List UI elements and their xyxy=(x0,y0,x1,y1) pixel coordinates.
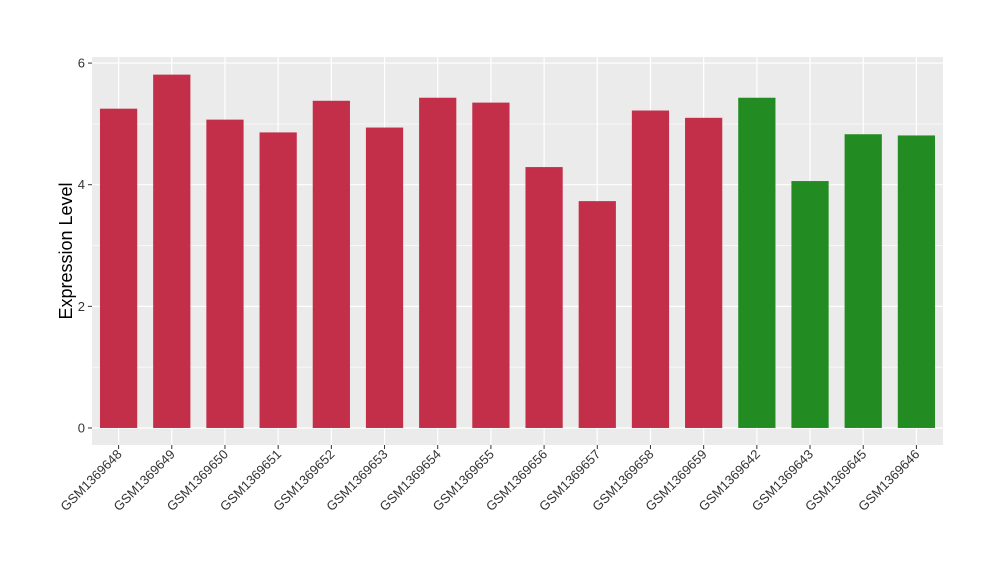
bars xyxy=(99,74,936,428)
bar-gsm1369648 xyxy=(99,108,138,428)
y-tick-label: 2 xyxy=(78,299,85,314)
y-axis: 0 2 4 6 xyxy=(78,56,92,435)
bar-gsm1369642 xyxy=(738,97,776,428)
bar-gsm1369657 xyxy=(578,201,616,428)
y-tick-label: 6 xyxy=(78,56,85,71)
bar-gsm1369658 xyxy=(631,110,670,428)
y-tick-label: 0 xyxy=(78,420,85,435)
x-axis: GSM1369648GSM1369649GSM1369650GSM1369651… xyxy=(57,445,923,514)
bar-gsm1369646 xyxy=(897,135,936,428)
bar-gsm1369659 xyxy=(685,117,723,428)
bar-gsm1369651 xyxy=(259,132,297,428)
bar-gsm1369654 xyxy=(419,97,457,428)
bar-gsm1369650 xyxy=(206,119,244,428)
bar-gsm1369643 xyxy=(791,181,829,428)
bar-gsm1369656 xyxy=(525,167,563,428)
bar-gsm1369652 xyxy=(312,100,350,428)
bar-gsm1369655 xyxy=(472,102,510,428)
bar-gsm1369645 xyxy=(844,134,882,428)
bar-gsm1369649 xyxy=(153,74,191,428)
bar-gsm1369653 xyxy=(365,127,404,428)
y-tick-label: 4 xyxy=(78,177,85,192)
y-axis-title: Expression Level xyxy=(56,182,76,319)
